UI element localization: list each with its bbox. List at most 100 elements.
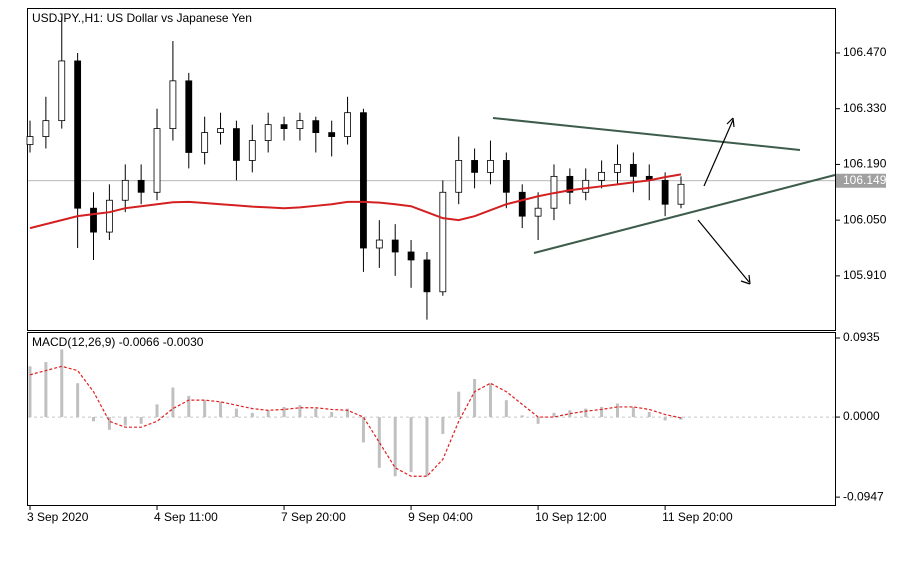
macd-bar (123, 417, 127, 426)
y-tick-label: 106.470 (843, 45, 887, 59)
macd-bar (28, 366, 32, 418)
candle-body (105, 199, 113, 233)
candle-body (661, 179, 669, 205)
candle-body (58, 60, 66, 122)
arrow-head (740, 274, 751, 285)
arrow-up (703, 119, 734, 187)
candle-body (598, 171, 606, 181)
y-tick-label: 106.190 (843, 157, 887, 171)
macd-bar (203, 400, 207, 418)
macd-bar (346, 408, 350, 418)
moving-average (29, 173, 682, 230)
candle-body (26, 136, 34, 145)
y-tick-label: -0.0947 (843, 489, 884, 503)
macd-bar (92, 417, 96, 422)
candle-body (614, 164, 621, 173)
candle-body (582, 179, 590, 193)
candle-body (471, 160, 478, 173)
candle-body (90, 207, 97, 233)
macd-bar (647, 411, 651, 418)
candle-body (629, 164, 637, 177)
macd-bar (584, 408, 588, 418)
macd-bar (488, 383, 492, 418)
x-tick-label: 9 Sep 04:00 (408, 510, 473, 524)
trend-line-upper (492, 117, 801, 151)
candle-body (391, 239, 399, 253)
macd-bar (60, 349, 64, 418)
macd-bar (409, 417, 413, 473)
candle-body (677, 183, 685, 205)
macd-bar (282, 406, 286, 418)
candle-body (312, 120, 320, 133)
candle-body (248, 140, 256, 161)
candle-body (423, 259, 431, 293)
macd-bar (377, 417, 381, 468)
macd-bar (361, 417, 365, 443)
candle-body (502, 160, 510, 193)
macd-bar (552, 412, 556, 418)
chart-title: USDJPY.,H1: US Dollar vs Japanese Yen (32, 11, 252, 25)
signal-line (29, 365, 682, 477)
macd-bar (425, 417, 429, 477)
macd-bar (266, 410, 270, 418)
y-tick-label: 106.050 (843, 212, 887, 226)
arrow-head (726, 117, 735, 128)
candle-body (264, 124, 272, 141)
macd-bar (520, 415, 524, 418)
macd-bar (536, 417, 540, 424)
y-tick-label: 105.910 (843, 268, 887, 282)
macd-bar (314, 408, 318, 418)
candle-body (217, 128, 224, 133)
x-tick-label: 7 Sep 20:00 (281, 510, 346, 524)
candle-body (566, 175, 574, 193)
candle-body (169, 80, 177, 130)
macd-bar (250, 412, 254, 418)
x-tick-label: 3 Sep 2020 (27, 510, 89, 524)
macd-bar (76, 383, 80, 418)
macd-bar (171, 387, 175, 418)
annotations (492, 117, 836, 285)
candle-body (360, 112, 367, 249)
arrow-down (697, 219, 750, 283)
current-price-box (836, 173, 886, 188)
candle-body (455, 160, 463, 193)
candle-body (137, 179, 145, 193)
candle-body (185, 80, 193, 153)
macd-bar (441, 417, 445, 434)
y-tick-label: 0.0935 (843, 330, 880, 344)
macd-bar (504, 400, 508, 418)
marks: 106.470 106.330 106.190 106.050 105.910 106.1… (26, 17, 887, 524)
macd-bar (298, 405, 302, 418)
candle-body (296, 120, 304, 130)
candle-body (375, 239, 383, 249)
candle-body (487, 160, 494, 173)
candle-body (201, 132, 209, 153)
x-tick-label: 11 Sep 20:00 (662, 510, 733, 524)
trend-line-lower (533, 174, 836, 254)
macd-bar (139, 417, 143, 424)
macd-bar (679, 417, 683, 420)
macd-bar (631, 406, 635, 418)
current-price-label: 106.149 (843, 173, 887, 187)
macd-bar (44, 362, 48, 418)
candle-body (74, 60, 82, 209)
candle-body (280, 124, 288, 130)
y-tick-label: 106.330 (843, 101, 887, 115)
candle-body (534, 207, 542, 217)
x-tick-label: 4 Sep 11:00 (154, 510, 218, 524)
candle-body (121, 179, 129, 201)
candle-body (518, 191, 526, 217)
x-tick-label: 10 Sep 12:00 (535, 510, 607, 524)
candle-body (233, 128, 240, 161)
macd-bar (473, 379, 477, 418)
macd-bar (155, 404, 159, 418)
candle-body (344, 112, 351, 137)
macd-bar (219, 401, 223, 418)
macd-frame (27, 332, 836, 506)
candle-body (407, 251, 415, 261)
main-frame (27, 8, 836, 331)
macd-bar (330, 411, 334, 418)
macd-bar (393, 417, 397, 477)
macd-bar (234, 408, 238, 418)
